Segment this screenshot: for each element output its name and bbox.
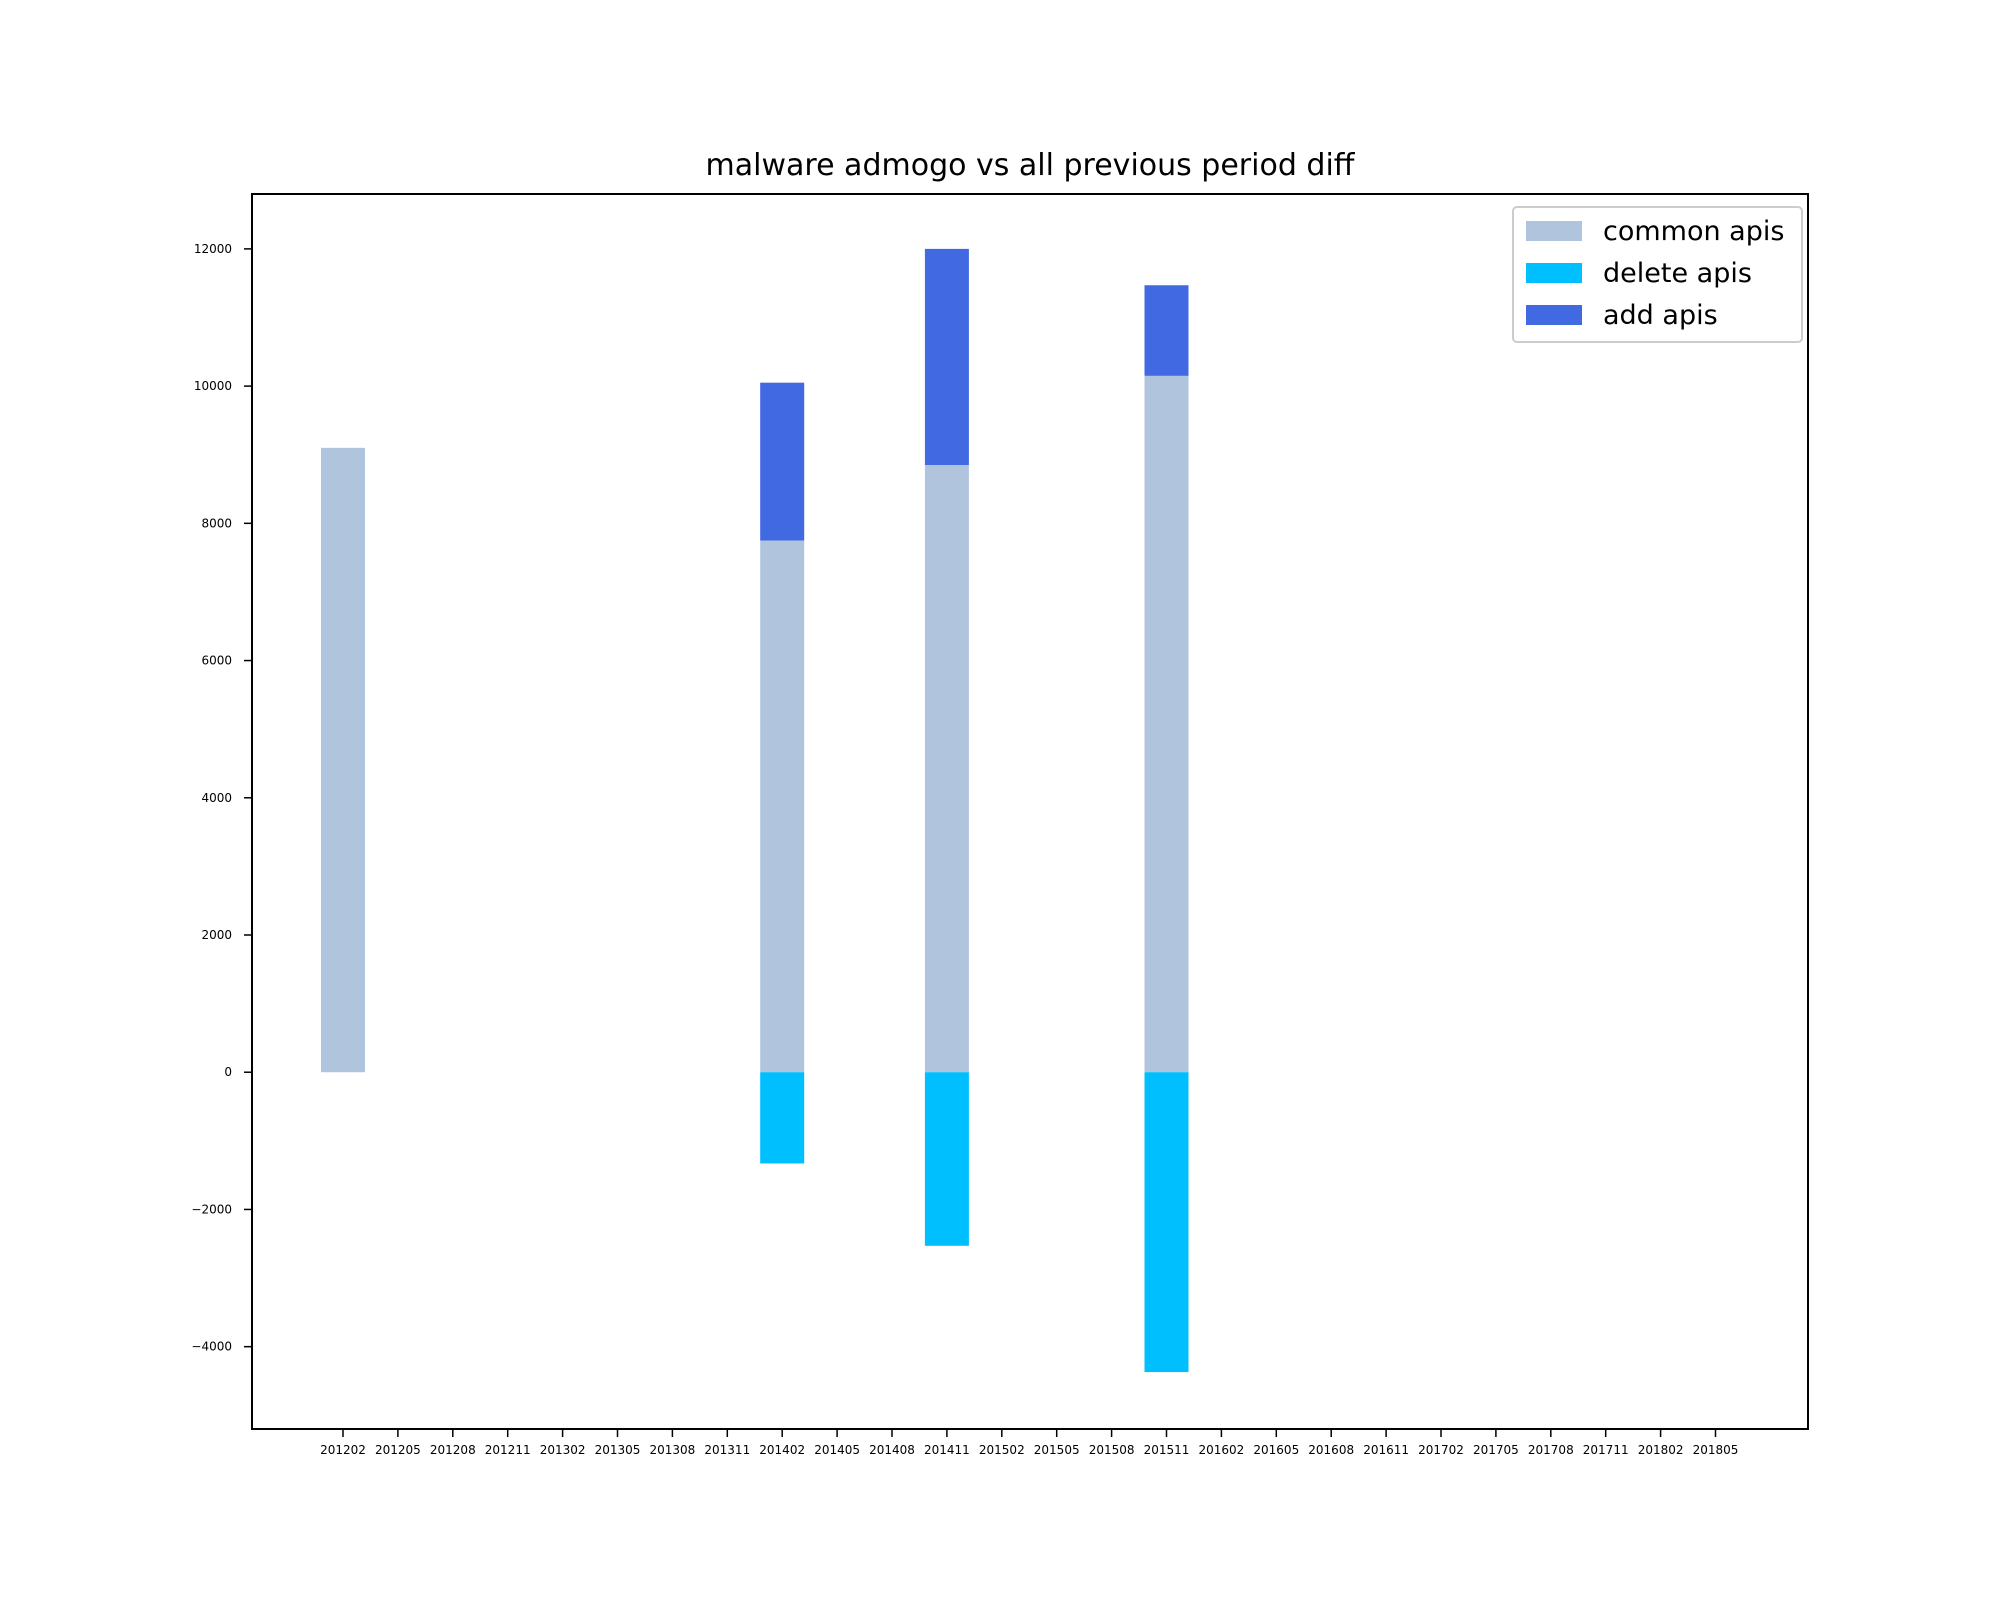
x-tick-label: 201308 <box>649 1443 695 1457</box>
x-tick-label: 201202 <box>320 1443 366 1457</box>
x-tick-label: 201508 <box>1089 1443 1135 1457</box>
bar-add-apis <box>760 382 805 541</box>
y-tick-label: 8000 <box>201 516 232 530</box>
bar-delete-apis <box>924 1072 969 1246</box>
x-tick-label: 201608 <box>1308 1443 1354 1457</box>
x-tick-label: 201705 <box>1473 1443 1519 1457</box>
x-tick-label: 201502 <box>979 1443 1025 1457</box>
legend-label: common apis <box>1603 216 1784 247</box>
chart-title: malware admogo vs all previous period di… <box>706 148 1356 183</box>
x-tick-label: 201605 <box>1253 1443 1299 1457</box>
legend-swatch <box>1526 221 1582 241</box>
legend: common apis delete apis add apis <box>1512 206 1803 343</box>
x-tick-label: 201208 <box>430 1443 476 1457</box>
x-tick-label: 201805 <box>1693 1443 1739 1457</box>
y-tick-label: 2000 <box>201 928 232 942</box>
y-tick-label: 4000 <box>201 791 232 805</box>
y-tick-label: −4000 <box>191 1340 232 1354</box>
x-tick-label: 201205 <box>375 1443 421 1457</box>
y-axis: −4000 −2000 0 2000 4000 6000 8000 10000 12000 <box>191 242 252 1354</box>
x-tick-label: 201402 <box>759 1443 805 1457</box>
bar-common-apis <box>924 465 969 1073</box>
y-tick-label: 6000 <box>201 654 232 668</box>
bar-delete-apis <box>760 1072 805 1164</box>
x-tick-label: 201211 <box>485 1443 531 1457</box>
bar-delete-apis <box>1144 1072 1189 1373</box>
x-tick-label: 201511 <box>1144 1443 1190 1457</box>
legend-swatch <box>1526 263 1582 283</box>
y-tick-label: 10000 <box>194 379 232 393</box>
x-tick-label: 201305 <box>595 1443 641 1457</box>
plot-frame <box>251 193 1809 1430</box>
x-tick-label: 201702 <box>1418 1443 1464 1457</box>
bar-common-apis <box>760 540 805 1073</box>
x-tick-label: 201611 <box>1363 1443 1409 1457</box>
legend-label: delete apis <box>1603 258 1752 289</box>
x-tick-label: 201711 <box>1583 1443 1629 1457</box>
x-tick-label: 201311 <box>704 1443 750 1457</box>
x-tick-label: 201708 <box>1528 1443 1574 1457</box>
x-axis: 201202 201205 201208 201211 201302 201305 2013… <box>320 1429 1738 1457</box>
legend-swatch <box>1526 305 1582 325</box>
legend-label: add apis <box>1603 300 1718 331</box>
y-tick-label: 12000 <box>194 242 232 256</box>
x-tick-label: 201405 <box>814 1443 860 1457</box>
x-tick-label: 201408 <box>869 1443 915 1457</box>
x-tick-label: 201411 <box>924 1443 970 1457</box>
y-tick-label: 0 <box>224 1065 232 1079</box>
x-tick-label: 201602 <box>1198 1443 1244 1457</box>
bars-group <box>321 248 1189 1373</box>
x-tick-label: 201802 <box>1638 1443 1684 1457</box>
bar-common-apis <box>321 447 365 1073</box>
bar-add-apis <box>924 248 969 466</box>
bar-add-apis <box>1144 285 1189 376</box>
y-tick-label: −2000 <box>191 1202 232 1216</box>
x-tick-label: 201505 <box>1034 1443 1080 1457</box>
legend-box <box>1512 206 1803 343</box>
x-tick-label: 201302 <box>540 1443 586 1457</box>
bar-common-apis <box>1144 375 1189 1073</box>
